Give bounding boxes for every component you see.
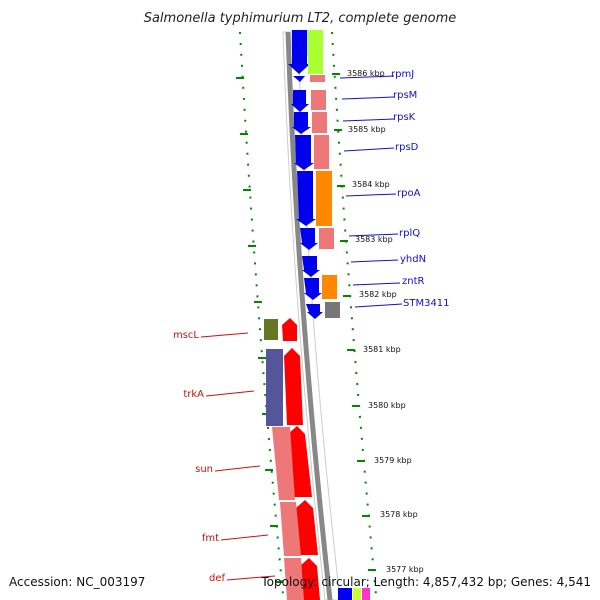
gene-box[interactable] (353, 588, 361, 600)
right-gene-label-texts: rpmJ rpsM rpsK rpsD rpoA rplQ yhdN zntR … (391, 69, 450, 309)
gene-arrow[interactable] (294, 135, 314, 170)
kbp-label: 3584 kbp (352, 180, 390, 189)
gene-box[interactable] (316, 171, 332, 226)
gene-box[interactable] (272, 427, 295, 500)
left-tick-ring (236, 31, 284, 596)
gene-label[interactable]: rpsD (395, 142, 419, 153)
outer-track-boxes (308, 30, 370, 600)
right-gene-labels (339, 75, 403, 308)
backbone-line (285, 31, 333, 600)
gene-label[interactable]: trkA (183, 389, 204, 400)
gene-box[interactable] (312, 112, 327, 133)
gene-box[interactable] (338, 588, 352, 600)
gene-box[interactable] (280, 502, 301, 556)
reverse-strand-genes (288, 30, 323, 319)
gene-arrow[interactable] (292, 112, 311, 134)
gene-label[interactable]: zntR (402, 276, 425, 287)
gene-arrow[interactable] (296, 171, 316, 226)
gene-box[interactable] (362, 588, 370, 600)
left-track-boxes (264, 319, 304, 600)
left-gene-label-texts: mscL trkA sun fmt def (173, 330, 226, 584)
gene-label[interactable]: fmt (202, 533, 219, 544)
accession-text: Accession: NC_003197 (9, 575, 145, 589)
kbp-label: 3585 kbp (348, 125, 386, 134)
gene-label[interactable]: mscL (173, 330, 199, 341)
kbp-label: 3578 kbp (380, 510, 418, 519)
kbp-label: 3577 kbp (386, 565, 424, 574)
gene-box[interactable] (308, 30, 323, 74)
gene-box[interactable] (319, 228, 334, 249)
gene-box[interactable] (264, 319, 278, 340)
gene-arrow[interactable] (300, 558, 320, 600)
gene-arrow[interactable] (291, 90, 309, 112)
right-tick-ring (331, 31, 377, 596)
gene-arrow[interactable] (302, 256, 320, 277)
kbp-label: 3583 kbp (355, 235, 393, 244)
forward-strand-genes (282, 318, 320, 600)
gene-box[interactable] (284, 558, 304, 600)
left-gene-labels (200, 332, 276, 581)
gene-box[interactable] (310, 75, 325, 82)
gene-box[interactable] (314, 135, 329, 169)
gene-arrow[interactable] (306, 304, 323, 319)
gene-arrow[interactable] (293, 76, 305, 82)
gene-label[interactable]: yhdN (400, 254, 426, 265)
gene-arrow[interactable] (304, 278, 322, 300)
gene-label[interactable]: rpmJ (391, 69, 414, 80)
gene-box[interactable] (311, 90, 326, 110)
kbp-label: 3579 kbp (374, 456, 412, 465)
gene-box[interactable] (322, 275, 337, 299)
gene-box[interactable] (325, 302, 340, 318)
gene-arrow[interactable] (284, 348, 303, 425)
gene-arrow[interactable] (300, 228, 318, 250)
gene-arrow[interactable] (296, 500, 318, 555)
gene-label[interactable]: sun (195, 464, 213, 475)
kbp-label: 3581 kbp (363, 345, 401, 354)
gene-arrow[interactable] (288, 30, 310, 74)
topology-text: Topology: circular; Length: 4,857,432 bp… (260, 575, 591, 589)
gene-label[interactable]: rpsK (393, 112, 416, 123)
scale-labels: 3586 kbp 3585 kbp 3584 kbp 3583 kbp 3582… (347, 69, 424, 574)
gene-label[interactable]: rpsM (393, 90, 417, 101)
gene-label[interactable]: def (209, 573, 226, 584)
gene-label[interactable]: rpoA (397, 188, 421, 199)
map-title: Salmonella typhimurium LT2, complete gen… (144, 11, 457, 26)
gene-label[interactable]: STM3411 (403, 298, 450, 309)
kbp-label: 3586 kbp (347, 69, 385, 78)
gene-arrow[interactable] (288, 426, 312, 497)
gene-box[interactable] (266, 349, 283, 426)
kbp-label: 3582 kbp (359, 290, 397, 299)
gene-label[interactable]: rplQ (399, 228, 420, 239)
kbp-label: 3580 kbp (368, 401, 406, 410)
gene-arrow[interactable] (282, 318, 297, 341)
